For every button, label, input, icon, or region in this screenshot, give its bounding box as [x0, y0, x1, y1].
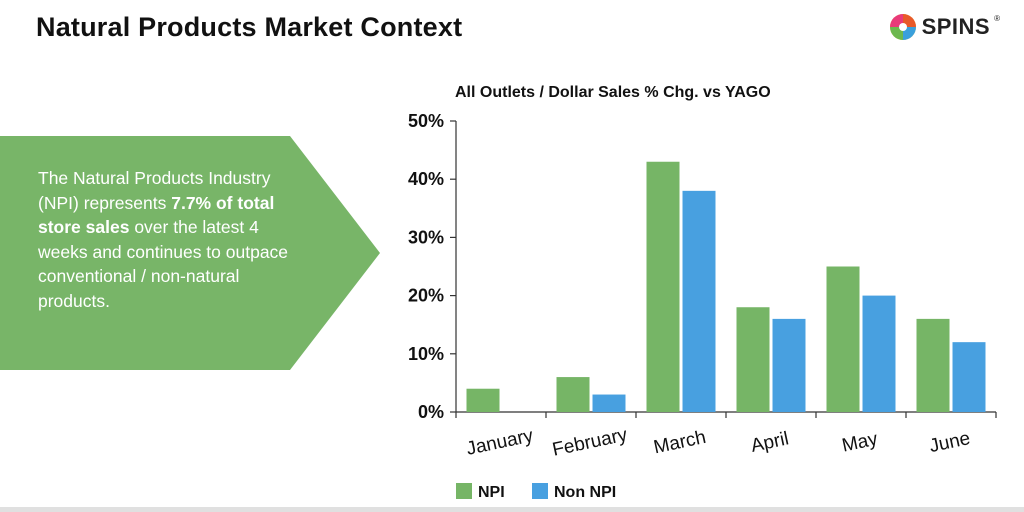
- x-tick-label: May: [840, 429, 880, 457]
- legend-swatch: [532, 483, 548, 499]
- logo-registered-mark: ®: [994, 14, 1000, 23]
- legend-label: NPI: [478, 484, 505, 501]
- bar-npi-march: [646, 161, 680, 412]
- chart-axes: [450, 120, 997, 418]
- x-tick-label: January: [465, 425, 536, 460]
- page-title: Natural Products Market Context: [36, 12, 463, 42]
- bar-npi-june: [916, 318, 950, 412]
- x-tick-label: June: [928, 428, 973, 457]
- bar-non-npi-april: [772, 318, 806, 412]
- bar-non-npi-march: [682, 190, 716, 412]
- chart-bars: [466, 161, 986, 412]
- bar-npi-april: [736, 307, 770, 412]
- bar-non-npi-may: [862, 295, 896, 412]
- y-tick-label: 10%: [408, 344, 444, 364]
- y-tick-label: 50%: [408, 111, 444, 131]
- x-tick-label: February: [550, 424, 629, 460]
- y-axis-labels: 0% 10% 20% 30% 40% 50%: [408, 111, 444, 422]
- x-tick-label: April: [749, 428, 791, 456]
- logo-text: SPINS: [921, 14, 991, 39]
- callout-text-part: The Natural Products Industry (NPI) repr…: [38, 168, 271, 213]
- callout-highlight: 7.7% of total store sales: [38, 192, 275, 238]
- x-tick-label: March: [652, 427, 708, 459]
- globe-icon: [889, 14, 916, 40]
- chart-legend: NPI Non NPI: [456, 483, 616, 501]
- callout-text-part: over the latest 4 weeks and continues to…: [38, 217, 289, 311]
- legend-swatch: [456, 483, 472, 499]
- bar-npi-may: [826, 266, 860, 412]
- bar-npi-january: [466, 388, 500, 412]
- y-tick-label: 0%: [418, 402, 444, 422]
- chart-title: All Outlets / Dollar Sales % Chg. vs YAG…: [455, 84, 771, 101]
- bar-npi-february: [556, 377, 590, 412]
- callout-arrow: [0, 136, 380, 370]
- y-tick-label: 20%: [408, 286, 444, 306]
- bar-non-npi-february: [592, 394, 626, 412]
- callout-text: The Natural Products Industry (NPI) repr…: [38, 166, 298, 313]
- x-axis-labels: January February March April May June: [465, 424, 973, 460]
- spins-logo: SPINS ®: [888, 12, 1000, 42]
- y-tick-label: 30%: [408, 227, 444, 247]
- y-tick-label: 40%: [408, 169, 444, 189]
- bottom-bar: [0, 507, 1024, 512]
- bar-non-npi-june: [952, 342, 986, 412]
- legend-label: Non NPI: [554, 484, 616, 501]
